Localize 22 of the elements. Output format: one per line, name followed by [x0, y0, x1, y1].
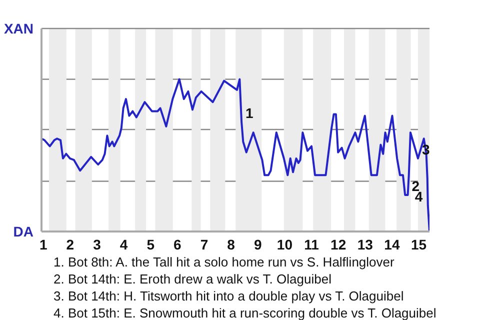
text: 4. Bot 15th: E. Snowmouth hit a run-scoring double vs T. Olaguibel: [54, 306, 436, 320]
x-tick-label: 6: [174, 236, 182, 252]
x-tick-label: 8: [227, 236, 236, 252]
x-tick-label: 15: [410, 236, 427, 252]
x-tick-label: 7: [200, 236, 208, 252]
x-tick-label: 5: [146, 236, 155, 252]
x-tick-label: 14: [384, 236, 400, 252]
text: DA: [13, 224, 34, 240]
text: 1. Bot 8th: A. the Tall hit a solo home run vs S. Halflinglover: [54, 254, 395, 270]
x-tick-label: 12: [330, 236, 346, 252]
text: 3. Bot 14th: H. Titsworth hit into a double play vs T. Olaguibel: [54, 288, 404, 304]
annotation: 1: [246, 104, 254, 121]
x-tick-label: 3: [93, 236, 102, 252]
x-tick-label: 9: [254, 236, 262, 252]
x-tick-label: 1: [39, 236, 48, 252]
x-tick-label: 11: [304, 236, 320, 252]
x-tick-label: 13: [357, 236, 374, 252]
x-tick-label: 4: [120, 236, 128, 252]
text: XAN: [4, 20, 34, 36]
x-tick-label: 2: [66, 236, 74, 252]
text: 2. Bot 14th: E. Eroth drew a walk vs T. Olaguibel: [54, 272, 332, 286]
x-tick-label: 10: [276, 236, 293, 252]
